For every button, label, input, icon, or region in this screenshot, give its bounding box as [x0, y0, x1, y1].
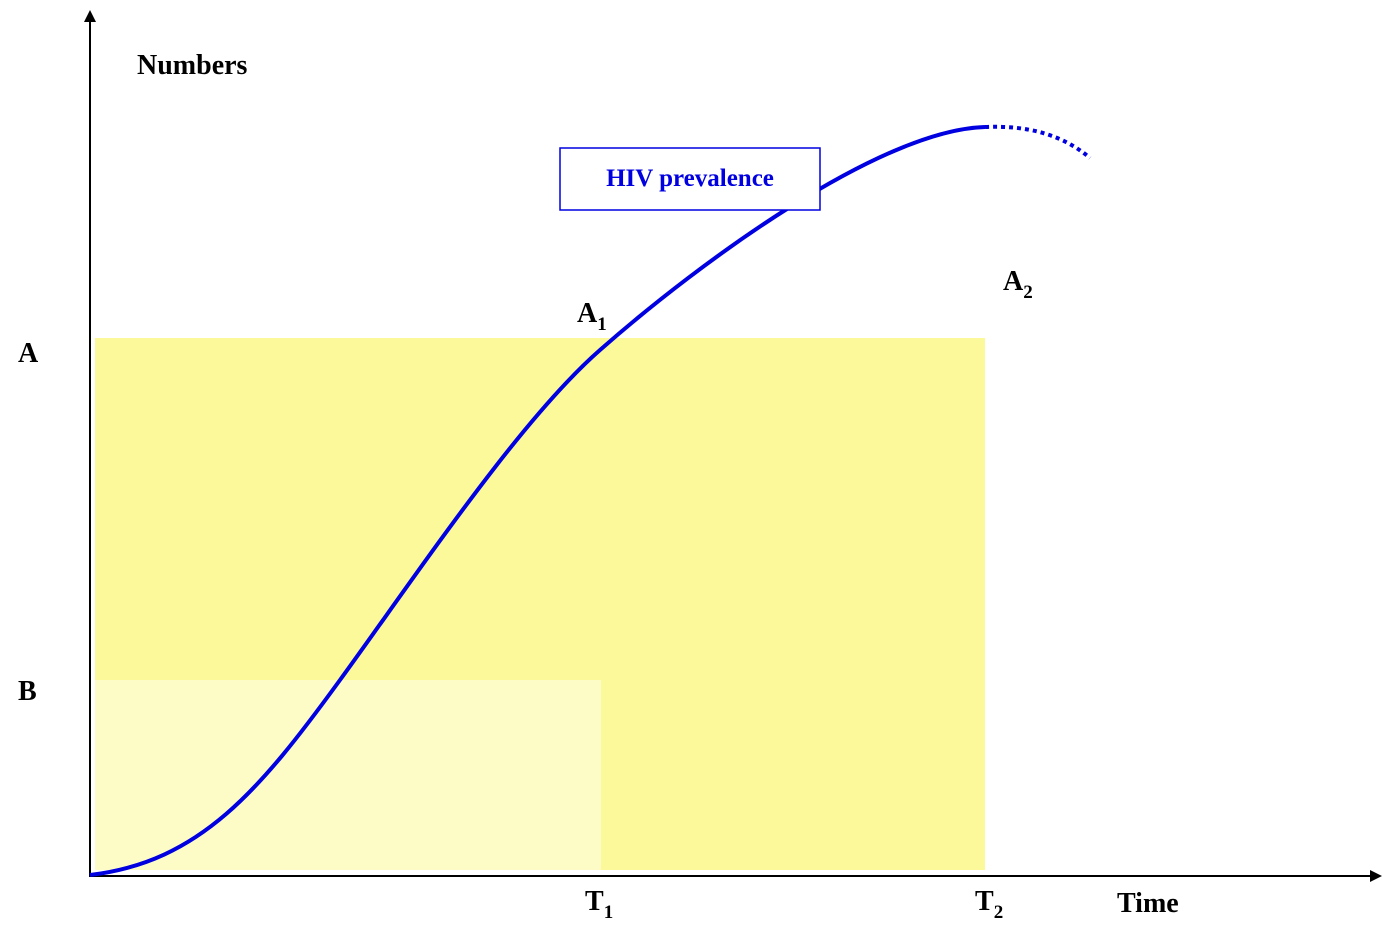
x-axis-label: Time — [1117, 888, 1179, 919]
level-label: A — [18, 338, 39, 369]
prevalence-projection — [984, 124, 1092, 160]
point-sub: 1 — [597, 314, 607, 335]
time-label: T2 — [975, 886, 1003, 923]
curve-label: HIV prevalence — [606, 165, 774, 192]
point-label: A2 — [1003, 266, 1033, 303]
point-letter: A — [1003, 266, 1024, 297]
point-letter: A — [577, 298, 598, 329]
time-letter: T — [585, 886, 604, 917]
time-letter: T — [975, 886, 994, 917]
time-sub: 2 — [994, 902, 1004, 923]
region-b — [95, 680, 601, 870]
point-sub: 2 — [1023, 282, 1033, 303]
level-label: B — [18, 676, 37, 707]
point-label: A1 — [577, 298, 607, 335]
time-label: T1 — [585, 886, 613, 923]
curve-label-box — [559, 147, 821, 211]
y-axis-label: Numbers — [137, 50, 248, 81]
time-sub: 1 — [604, 902, 614, 923]
